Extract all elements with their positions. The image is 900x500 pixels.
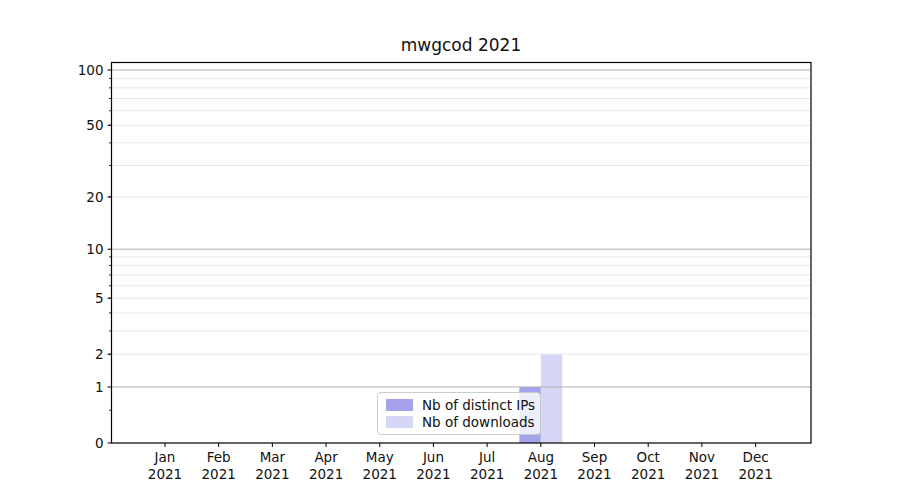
x-tick-label: May2021 (363, 449, 397, 482)
x-tick-label: Sep2021 (577, 449, 611, 482)
y-tick-label: 2 (95, 346, 104, 362)
chart-figure: mwgcod 2021 Jan2021Feb2021Mar2021Apr2021… (0, 0, 900, 500)
y-tick-label: 0 (95, 435, 104, 451)
y-tick-label: 50 (86, 117, 103, 133)
y-tick-label: 1 (95, 379, 104, 395)
x-tick-label: Jan2021 (148, 449, 182, 482)
legend-item: Nb of downloads (386, 414, 532, 431)
x-tick-label: Apr2021 (309, 449, 343, 482)
x-tick-label: Oct2021 (631, 449, 665, 482)
x-tick-label: Dec2021 (738, 449, 772, 482)
y-tick-label: 5 (95, 290, 104, 306)
y-tick-label: 100 (78, 62, 104, 78)
y-tick-label: 20 (86, 189, 103, 205)
legend: Nb of distinct IPsNb of downloads (377, 392, 541, 435)
x-tick-label: Mar2021 (255, 449, 289, 482)
legend-label: Nb of distinct IPs (422, 397, 535, 413)
legend-item: Nb of distinct IPs (386, 396, 532, 413)
bar-downloads (541, 354, 563, 443)
x-tick-label: Jun2021 (416, 449, 450, 482)
x-tick-label: Feb2021 (202, 449, 236, 482)
x-tick-label: Jul2021 (470, 449, 504, 482)
x-tick-label: Nov2021 (685, 449, 719, 482)
legend-swatch (386, 416, 413, 428)
legend-label: Nb of downloads (422, 414, 535, 430)
y-tick-label: 10 (86, 241, 103, 257)
legend-swatch (386, 399, 413, 411)
axes-frame (112, 63, 812, 444)
x-tick-label: Aug2021 (524, 449, 558, 482)
